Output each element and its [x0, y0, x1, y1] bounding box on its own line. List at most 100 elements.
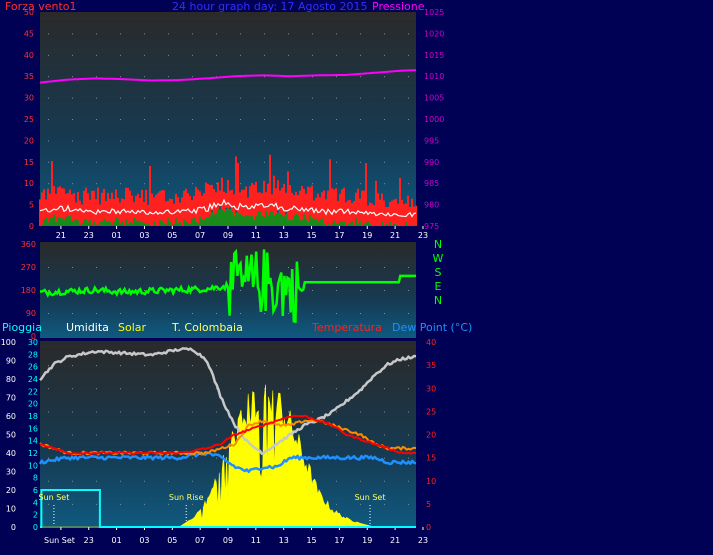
y-temp-tick: 15	[426, 454, 436, 463]
grid-dot	[408, 267, 409, 268]
grid-dot	[168, 119, 169, 120]
y-pioggia-tick: 50	[6, 431, 16, 440]
y-left-tick: 20	[24, 136, 34, 145]
grid-dot	[144, 290, 145, 291]
x-tick-label: 09	[223, 536, 233, 545]
legend-colombaia: T. Colombaia	[171, 321, 243, 334]
grid-dot	[144, 140, 145, 142]
y-left-tick: 15	[24, 158, 34, 167]
grid-dot	[96, 33, 97, 35]
grid-dot	[360, 33, 361, 35]
grid-dot	[144, 267, 145, 268]
grid-dot	[120, 313, 121, 314]
y-pioggia-tick: 70	[6, 394, 16, 403]
grid-dot	[48, 365, 49, 367]
y-temp-tick: 30	[426, 384, 436, 393]
grid-dot	[312, 76, 313, 78]
y-right-tick: 990	[424, 158, 439, 167]
grid-dot	[408, 365, 409, 367]
grid-dot	[408, 33, 409, 35]
y-umidita-tick: 28	[28, 350, 38, 359]
y-pioggia-tick: 40	[6, 449, 16, 458]
grid-dot	[336, 434, 337, 436]
grid-dot	[360, 183, 361, 185]
grid-dot	[312, 97, 313, 99]
grid-dot	[72, 183, 73, 185]
y-umidita-tick: 10	[28, 461, 38, 470]
grid-dot	[360, 313, 361, 314]
grid-dot	[312, 119, 313, 120]
grid-dot	[384, 267, 385, 268]
grid-dot	[168, 388, 169, 390]
y-left-tick: 45	[24, 29, 34, 38]
x-tick-label: 23	[84, 231, 94, 240]
x-tick-label: 15	[306, 231, 316, 240]
grid-dot	[48, 97, 49, 99]
x-tick-label: 17	[334, 536, 344, 545]
y-tick: 0	[31, 332, 36, 341]
y-right-tick: 1025	[424, 8, 444, 17]
grid-dot	[192, 140, 193, 142]
grid-dot	[48, 434, 49, 436]
grid-dot	[384, 480, 385, 482]
grid-dot	[96, 365, 97, 367]
grid-dot	[264, 313, 265, 314]
y-right-tick: 1000	[424, 115, 444, 124]
grid-dot	[216, 388, 217, 390]
grid-dot	[384, 76, 385, 78]
y-umidita-tick: 16	[28, 424, 38, 433]
y-tick: 180	[21, 286, 36, 295]
y-pioggia-ticks: 0 10 20 30 40 50 60 70 80 90 100	[1, 338, 16, 532]
grid-dot	[240, 97, 241, 99]
legend-umidita: Umidita	[66, 321, 109, 334]
grid-dot	[384, 290, 385, 291]
y-umidita-tick: 22	[28, 387, 38, 396]
grid-dot	[240, 54, 241, 56]
grid-dot	[264, 33, 265, 35]
x-ticks-1: 21 23 01 03 05 07 09 11 13 15 17 19 21 23	[56, 226, 428, 240]
x-tick-label: 15	[306, 536, 316, 545]
x-tick-label: Sun Set	[44, 536, 75, 545]
x-tick-label: 19	[362, 536, 372, 545]
grid-dot	[192, 411, 193, 413]
grid-dot	[168, 97, 169, 99]
grid-dot	[192, 313, 193, 314]
grid-dot	[216, 54, 217, 56]
grid-dot	[72, 119, 73, 120]
x-tick-label: 23	[418, 536, 428, 545]
y-umidita-tick: 24	[28, 375, 38, 384]
grid-dot	[48, 313, 49, 314]
grid-dot	[216, 161, 217, 163]
grid-dot	[216, 119, 217, 120]
grid-dot	[336, 76, 337, 78]
pressure-series	[39, 69, 417, 84]
grid-dot	[384, 388, 385, 390]
grid-dot	[120, 54, 121, 56]
grid-dot	[96, 411, 97, 413]
grid-dot	[360, 76, 361, 78]
grid-dot	[144, 183, 145, 185]
legend-solar: Solar	[118, 321, 147, 334]
y-temp-tick: 5	[426, 500, 431, 509]
grid-dot	[288, 119, 289, 120]
grid-dot	[216, 140, 217, 142]
grid-dot	[288, 313, 289, 314]
grid-dot	[408, 161, 409, 163]
grid-dot	[192, 183, 193, 185]
series-1	[39, 69, 417, 226]
grid-dot	[192, 365, 193, 367]
wind-pressure-panel: Forza vento1 24 hour graph day: 17 Agost…	[5, 0, 444, 240]
grid-dot	[144, 480, 145, 482]
grid-dot	[48, 290, 49, 291]
grid-dot	[264, 365, 265, 367]
grid-dot	[216, 457, 217, 459]
grid-dot	[192, 388, 193, 390]
grid-dot	[384, 434, 385, 436]
grid-dot	[120, 183, 121, 185]
grid-dot	[72, 480, 73, 482]
grid-dot	[288, 267, 289, 268]
grid-dot	[192, 97, 193, 99]
y-right-tick: 980	[424, 201, 439, 210]
grid-dot	[336, 290, 337, 291]
